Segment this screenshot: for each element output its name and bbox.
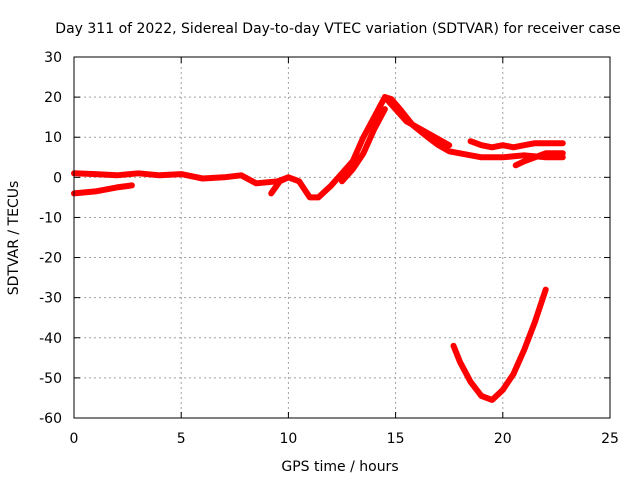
series-descent-branch	[381, 94, 453, 149]
xtick-5: 5	[177, 431, 186, 447]
x-axis-label: GPS time / hours	[281, 459, 398, 475]
ytick-20: 20	[44, 90, 62, 106]
xtick-25: 25	[601, 431, 619, 447]
series-lower-right-track	[512, 150, 566, 169]
xtick-10: 10	[279, 431, 297, 447]
y-axis-label: SDTVAR / TECUs	[6, 181, 22, 296]
ytick-10: 10	[44, 130, 62, 146]
tick-marks	[73, 56, 611, 419]
ytick-30: 30	[44, 50, 62, 66]
grid	[74, 57, 610, 418]
series-dip-curve	[450, 286, 549, 403]
ytick-minus60: -60	[39, 411, 62, 427]
ytick-minus40: -40	[39, 331, 62, 347]
ytick-minus30: -30	[39, 291, 62, 307]
series-upper-right-track	[467, 138, 566, 151]
chart-title: Day 311 of 2022, Sidereal Day-to-day VTE…	[55, 21, 620, 37]
series-mid-track	[339, 106, 388, 185]
plot-frame	[73, 56, 611, 419]
series-layer	[71, 94, 566, 403]
series-spike-9	[268, 174, 292, 197]
xtick-0: 0	[70, 431, 79, 447]
xtick-15: 15	[387, 431, 405, 447]
ytick-minus20: -20	[39, 251, 62, 267]
xtick-20: 20	[494, 431, 512, 447]
ytick-0: 0	[53, 170, 62, 186]
series-lower-track	[71, 182, 135, 197]
series-main-track	[71, 94, 566, 201]
ytick-minus10: -10	[39, 210, 62, 226]
ytick-minus50: -50	[39, 371, 62, 387]
